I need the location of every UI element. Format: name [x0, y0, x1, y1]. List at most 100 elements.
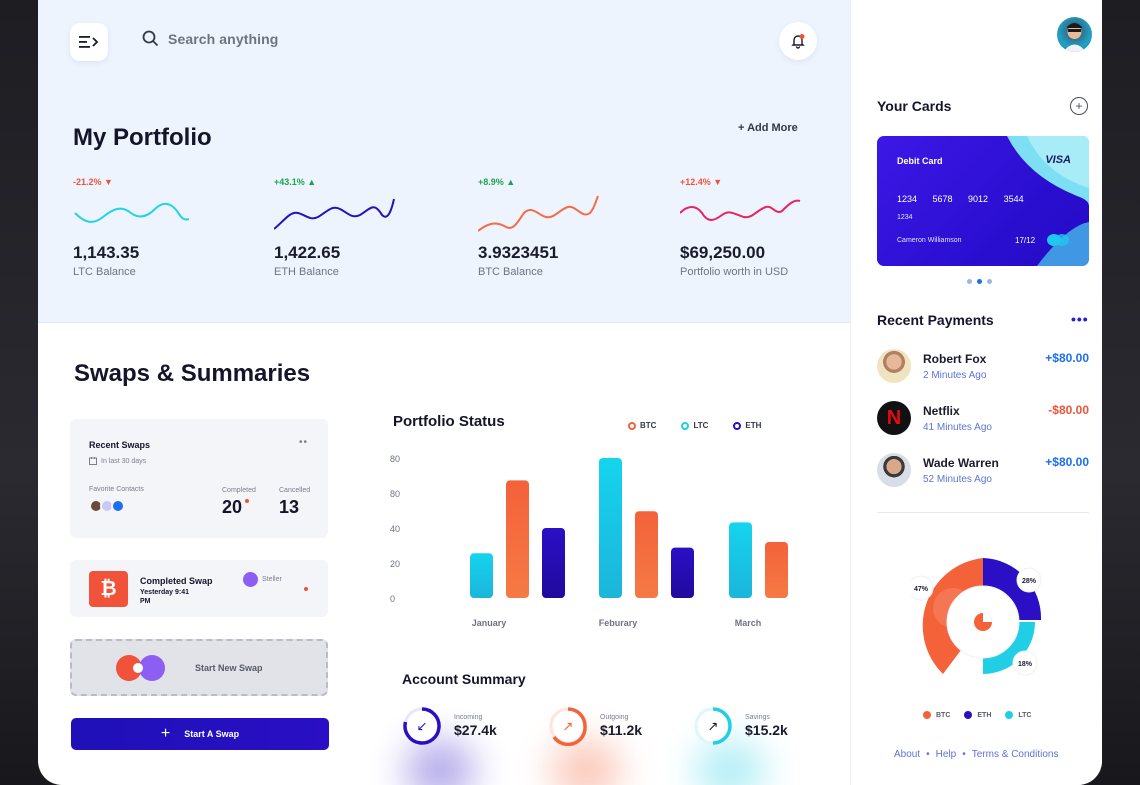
payment-name: Wade Warren	[923, 456, 999, 470]
start-swap-button[interactable]: + Start A Swap	[71, 718, 329, 750]
stat-usd: +12.4% ▼ $69,250.00 Portfolio worth in U…	[680, 177, 840, 278]
recent-swaps-card[interactable]: Recent Swaps •• In last 30 days Favorite…	[70, 419, 328, 538]
payment-amount: +$80.00	[1045, 351, 1089, 365]
portfolio-section: Search anything My Portfolio + Add More …	[38, 0, 850, 323]
more-options-icon[interactable]: •••	[1071, 311, 1089, 327]
card-number: 1234 5678 9012 3544	[897, 194, 1024, 204]
search-input[interactable]: Search anything	[168, 30, 279, 47]
payment-row[interactable]: N Netflix 41 Minutes Ago -$80.00	[877, 401, 1091, 441]
bitcoin-icon: ₿	[89, 571, 128, 607]
account-summary-title: Account Summary	[402, 671, 526, 687]
ltc-segment	[983, 622, 1035, 674]
bar-ltc-march[interactable]	[729, 522, 752, 598]
add-more-button[interactable]: + Add More	[738, 122, 798, 134]
bar-eth-january[interactable]	[542, 528, 565, 598]
divider	[877, 512, 1089, 513]
btc-percent: 47%	[914, 586, 929, 593]
usd-sparkline	[680, 199, 801, 221]
user-avatar[interactable]	[1057, 17, 1092, 52]
start-new-swap-card[interactable]: Start New Swap	[70, 639, 328, 696]
carousel-dot[interactable]	[967, 279, 972, 284]
summary-value: $15.2k	[745, 722, 788, 738]
avatar[interactable]	[111, 499, 125, 513]
avatar	[877, 349, 911, 383]
stellar-icon	[243, 572, 258, 587]
glow	[551, 740, 621, 785]
legend-label: LTC	[1018, 711, 1032, 719]
bar-btc-january[interactable]	[506, 480, 529, 598]
outgoing-summary[interactable]: ↗ Outgoing $11.2k	[548, 706, 643, 747]
y-tick-label: 80	[390, 454, 400, 464]
notification-button[interactable]	[779, 22, 817, 60]
stat-label: BTC Balance	[478, 266, 543, 278]
menu-button[interactable]	[70, 23, 108, 61]
legend-label: LTC	[693, 421, 709, 430]
payment-amount: +$80.00	[1045, 455, 1089, 469]
donut-legend: BTC ETH LTC	[923, 711, 1031, 719]
legend-label: ETH	[977, 711, 992, 719]
menu-icon	[79, 36, 99, 48]
bar-btc-feburary[interactable]	[635, 511, 658, 598]
card-title: Recent Swaps	[89, 440, 151, 450]
carousel-dot[interactable]	[987, 279, 992, 284]
glow	[695, 740, 765, 785]
label-bubble	[911, 575, 934, 601]
summary-value: $11.2k	[600, 722, 643, 738]
payment-row[interactable]: Wade Warren 52 Minutes Ago +$80.00	[877, 453, 1091, 493]
y-tick-label: 0	[390, 594, 395, 604]
bar-btc-march[interactable]	[765, 542, 788, 598]
stat-value: 3.9323451	[478, 243, 559, 262]
status-dot	[245, 499, 249, 503]
favorite-contacts	[89, 499, 125, 513]
ltc-percent: 18%	[1018, 661, 1033, 668]
savings-summary[interactable]: ↗ Savings $15.2k	[693, 706, 788, 746]
bar-ltc-january[interactable]	[470, 553, 493, 598]
mastercard-icon	[1055, 234, 1069, 246]
more-options-icon[interactable]: ••	[298, 437, 308, 448]
carousel-dot[interactable]	[977, 279, 982, 284]
stellar-icon	[139, 655, 165, 681]
summary-label: Savings	[745, 714, 770, 721]
terms-link[interactable]: Terms & Conditions	[971, 749, 1059, 760]
legend-eth: ETH	[733, 421, 761, 430]
device-frame-left	[0, 0, 40, 785]
portfolio-status-chart: 80 80 40 20 0 January Feburary March	[390, 454, 788, 628]
help-link[interactable]: Help	[935, 749, 957, 760]
app-screen: Search anything My Portfolio + Add More …	[38, 0, 1102, 785]
bar-ltc-feburary[interactable]	[599, 458, 622, 598]
btc-sparkline	[478, 195, 599, 232]
page-title: My Portfolio	[73, 124, 212, 151]
payment-name: Robert Fox	[923, 352, 987, 366]
completed-count: 20	[222, 497, 243, 517]
eth-dot	[964, 711, 973, 719]
card-subtitle: In last 30 days	[89, 457, 146, 465]
x-tick-label: January	[472, 618, 507, 628]
debit-card[interactable]: Debit Card VISA 1234 5678 9012 3544 1234…	[877, 136, 1089, 266]
label-bubble	[1012, 650, 1038, 676]
chart-title: Portfolio Status	[393, 413, 505, 430]
btc-dot	[923, 711, 931, 719]
payment-row[interactable]: Robert Fox 2 Minutes Ago +$80.00	[877, 349, 1091, 389]
stat-eth: +43.1% ▲ 1,422.65 ETH Balance	[274, 177, 434, 278]
subtitle-text: In last 30 days	[101, 457, 147, 465]
y-tick-label: 40	[390, 524, 400, 534]
stat-change: +12.4% ▼	[680, 177, 723, 187]
cancelled-label: Cancelled	[279, 487, 311, 494]
swap-icon	[133, 663, 143, 673]
search-bar[interactable]: Search anything	[142, 30, 278, 47]
device-frame-right	[1100, 0, 1140, 785]
card-number-short: 1234	[897, 214, 913, 221]
arrow-up-right-icon: ↗	[708, 720, 719, 735]
eth-segment	[983, 558, 1042, 620]
right-sidebar: Your Cards + Debit Card VISA 1234 5678 9…	[850, 0, 1102, 785]
chart-legend: BTC LTC ETH	[628, 421, 761, 430]
add-card-button[interactable]: +	[1070, 97, 1088, 115]
stat-change: +43.1% ▲	[274, 177, 317, 187]
incoming-summary[interactable]: ↙ Incoming $27.4k	[402, 706, 497, 746]
about-link[interactable]: About	[894, 749, 921, 760]
legend-label: ETH	[745, 421, 762, 430]
netflix-icon: N	[877, 401, 911, 435]
bar-eth-feburary[interactable]	[671, 547, 694, 598]
card-decoration	[1007, 136, 1089, 266]
completed-swap-card[interactable]: ₿ Completed Swap Yesterday 9:41 PM Stell…	[70, 560, 328, 617]
